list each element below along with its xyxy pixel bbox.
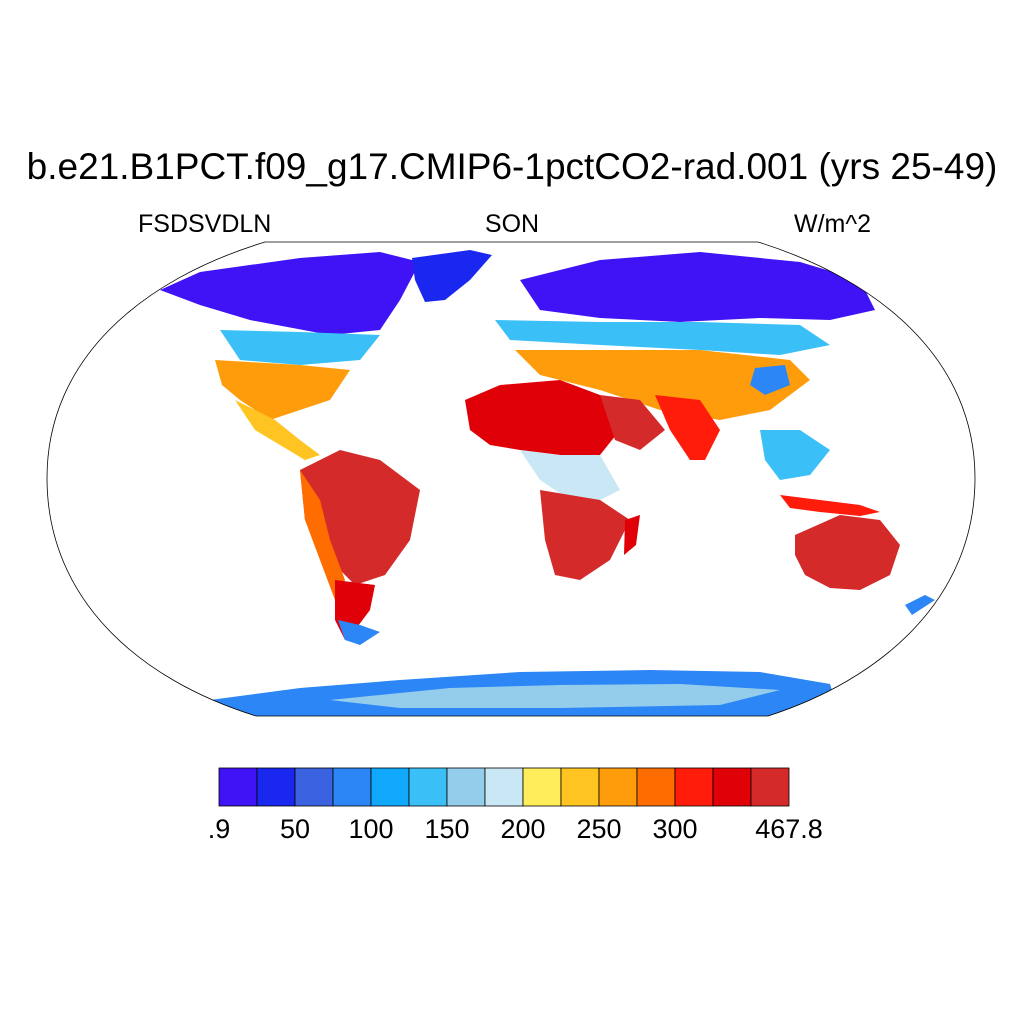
- tibet: [750, 365, 790, 395]
- southeast-asia: [760, 430, 830, 480]
- map-border: [46, 241, 976, 717]
- colorbar: [218, 767, 790, 807]
- africa-central: [520, 450, 620, 500]
- colorbar-tick-label: .9: [207, 814, 231, 844]
- colorbar-swatch: [332, 767, 372, 807]
- north-america-mid: [220, 330, 380, 365]
- arabia: [600, 395, 665, 450]
- patagonia: [338, 620, 380, 645]
- colorbar-swatch: [522, 767, 562, 807]
- india: [655, 395, 720, 460]
- north-america-north: [160, 252, 420, 335]
- land-layer: [160, 250, 935, 716]
- eurasia-mid: [495, 320, 830, 355]
- south-america-west: [300, 470, 345, 600]
- colorbar-tick-label: 200: [500, 814, 546, 844]
- eurasia-north: [520, 252, 875, 322]
- africa-south: [540, 490, 630, 580]
- greenland: [412, 250, 492, 302]
- colorbar-swatch: [446, 767, 486, 807]
- madagascar: [624, 515, 640, 555]
- africa-north: [465, 380, 620, 455]
- mexico: [235, 400, 320, 460]
- colorbar-swatch: [598, 767, 638, 807]
- north-america-south: [215, 360, 350, 420]
- colorbar-swatch: [750, 767, 790, 807]
- colorbar-tick-label: 250: [576, 814, 622, 844]
- colorbar-tick-label: 100: [348, 814, 394, 844]
- colorbar-swatch: [294, 767, 334, 807]
- colorbar-swatch: [256, 767, 296, 807]
- colorbar-tick-label: 150: [424, 814, 470, 844]
- colorbar-swatch: [560, 767, 600, 807]
- antarctica-inner: [330, 684, 780, 708]
- new-zealand: [905, 595, 935, 615]
- australia: [795, 515, 900, 590]
- colorbar-tick-label: 467.8: [755, 814, 823, 844]
- colorbar-swatch: [674, 767, 714, 807]
- colorbar-swatch: [636, 767, 676, 807]
- colorbar-swatch: [218, 767, 258, 807]
- variable-label: FSDSVDLN: [138, 210, 272, 238]
- colorbar-tick-label: 50: [279, 814, 311, 844]
- colorbar-swatch: [370, 767, 410, 807]
- colorbar-swatch: [484, 767, 524, 807]
- eurasia-south: [515, 350, 810, 420]
- colorbar-swatch: [712, 767, 752, 807]
- indonesia: [780, 495, 880, 516]
- units-label: W/m^2: [794, 210, 872, 238]
- season-label: SON: [484, 210, 540, 238]
- colorbar-tick-label: 300: [652, 814, 698, 844]
- plot-title: b.e21.B1PCT.f09_g17.CMIP6-1pctCO2-rad.00…: [26, 146, 998, 187]
- colorbar-swatch: [408, 767, 448, 807]
